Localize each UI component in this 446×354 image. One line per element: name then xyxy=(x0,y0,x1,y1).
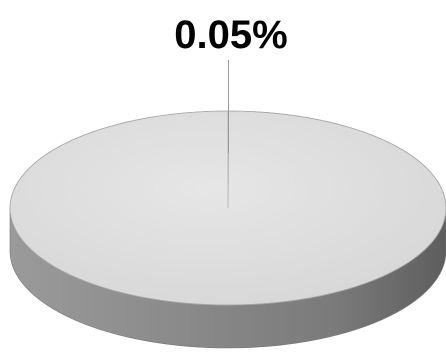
data-label: 0.05% xyxy=(174,13,287,57)
pie-group xyxy=(9,110,446,349)
data-label-group: 0.05% xyxy=(174,13,288,153)
